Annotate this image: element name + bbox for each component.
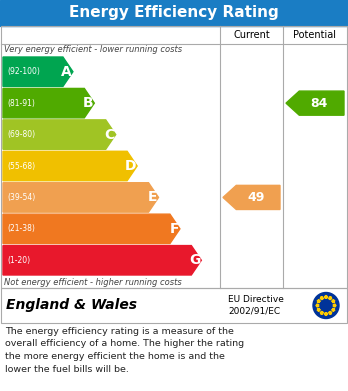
Text: (92-100): (92-100)	[7, 67, 40, 76]
Bar	[1, 26, 347, 288]
Text: D: D	[125, 159, 136, 173]
Text: E: E	[148, 190, 158, 204]
Text: Not energy efficient - higher running costs: Not energy efficient - higher running co…	[4, 278, 182, 287]
Polygon shape	[332, 300, 335, 303]
Text: (81-91): (81-91)	[7, 99, 35, 108]
Text: C: C	[104, 127, 115, 142]
Polygon shape	[320, 297, 323, 300]
Text: B: B	[83, 96, 93, 110]
Polygon shape	[324, 295, 328, 298]
Text: F: F	[169, 222, 179, 236]
Text: Very energy efficient - lower running costs: Very energy efficient - lower running co…	[4, 45, 182, 54]
Text: The energy efficiency rating is a measure of the
overall efficiency of a home. T: The energy efficiency rating is a measur…	[5, 327, 244, 373]
Polygon shape	[316, 304, 319, 307]
Text: (21-38): (21-38)	[7, 224, 35, 233]
Text: 84: 84	[311, 97, 328, 109]
Text: 49: 49	[247, 191, 264, 204]
Polygon shape	[3, 57, 73, 86]
Polygon shape	[3, 246, 201, 275]
Polygon shape	[3, 151, 137, 181]
Text: England & Wales: England & Wales	[6, 298, 137, 312]
Polygon shape	[286, 91, 344, 115]
Text: (55-68): (55-68)	[7, 161, 35, 170]
Polygon shape	[332, 308, 335, 312]
Polygon shape	[317, 300, 321, 303]
Polygon shape	[3, 214, 180, 244]
Text: Potential: Potential	[293, 30, 337, 40]
Text: Energy Efficiency Rating: Energy Efficiency Rating	[69, 5, 279, 20]
Text: Current: Current	[233, 30, 270, 40]
Text: A: A	[61, 65, 72, 79]
Circle shape	[313, 292, 339, 319]
Polygon shape	[317, 308, 321, 312]
Text: (69-80): (69-80)	[7, 130, 35, 139]
Text: EU Directive
2002/91/EC: EU Directive 2002/91/EC	[228, 295, 284, 316]
Polygon shape	[329, 311, 332, 314]
Polygon shape	[333, 304, 336, 307]
Polygon shape	[3, 120, 116, 149]
Text: (1-20): (1-20)	[7, 256, 30, 265]
Polygon shape	[329, 297, 332, 300]
Bar	[1, 288, 347, 323]
Polygon shape	[3, 183, 159, 212]
Polygon shape	[320, 311, 323, 314]
Text: (39-54): (39-54)	[7, 193, 35, 202]
Polygon shape	[223, 185, 280, 210]
Polygon shape	[3, 88, 94, 118]
Text: G: G	[189, 253, 200, 267]
Bar	[0, 0, 348, 26]
Polygon shape	[324, 312, 328, 316]
